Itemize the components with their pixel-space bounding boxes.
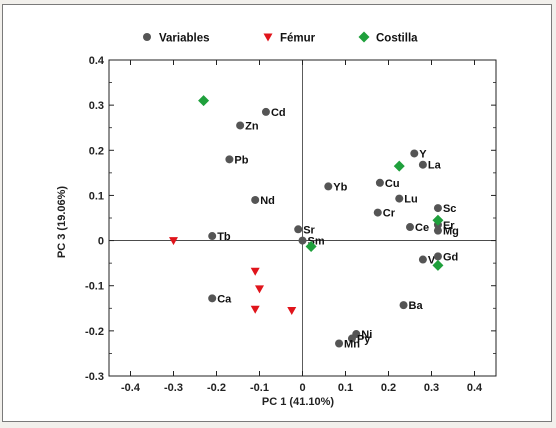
x-axis-title: PC 1 (41.10%) xyxy=(262,396,334,408)
x-tick-label: -0.4 xyxy=(121,382,141,394)
point-label-sc: Sc xyxy=(443,203,456,215)
point-label-cd: Cd xyxy=(271,107,286,119)
femur-point xyxy=(255,285,264,294)
legend-marker-femur xyxy=(263,33,273,42)
variables-point xyxy=(208,294,217,303)
femur-point xyxy=(250,267,260,276)
variables-point xyxy=(410,149,419,158)
costilla-point xyxy=(305,240,317,252)
variables-point xyxy=(261,107,270,116)
x-tick-label: 0.4 xyxy=(467,382,483,394)
costilla-point xyxy=(432,214,444,226)
variables-point xyxy=(294,225,303,234)
variables-point xyxy=(324,182,333,191)
point-label-nd: Nd xyxy=(260,195,275,207)
point-label-mn: Mn xyxy=(344,338,360,350)
x-tick-label: 0.2 xyxy=(381,382,396,394)
costilla-point xyxy=(432,259,444,271)
variables-point xyxy=(373,208,382,217)
y-axis-title: PC 3 (19.06%) xyxy=(56,186,68,258)
variables-point xyxy=(399,301,408,310)
variables-point xyxy=(208,232,217,241)
costilla-point xyxy=(393,160,405,172)
point-label-py: Py xyxy=(357,334,371,346)
x-tick-label: -0.2 xyxy=(207,382,226,394)
variables-point xyxy=(433,204,442,213)
x-tick-label: 0.3 xyxy=(424,382,439,394)
point-label-v: V xyxy=(428,255,436,267)
legend-marker-variables xyxy=(143,33,151,41)
y-tick-label: -0.2 xyxy=(85,326,104,338)
femur-point xyxy=(250,305,260,314)
point-label-lu: Lu xyxy=(404,194,417,206)
pca-scatter-chart: Variables Fémur Costilla -0.4 -0.3 -0.2 -0.1 0… xyxy=(56,31,497,408)
variables-point xyxy=(335,339,344,348)
point-label-cr: Cr xyxy=(383,208,396,220)
femur-point xyxy=(287,307,297,316)
point-label-la: La xyxy=(428,160,442,172)
legend: Variables Fémur Costilla xyxy=(143,31,418,45)
point-label-ce: Ce xyxy=(415,222,429,234)
point-label-pb: Pb xyxy=(234,154,248,166)
point-label-ba: Ba xyxy=(409,300,424,312)
x-tick-label: 0.1 xyxy=(338,382,353,394)
y-tick-label: 0.3 xyxy=(89,100,104,112)
variables-point xyxy=(418,255,427,264)
variables-point xyxy=(433,252,442,261)
variables-point xyxy=(395,194,404,203)
x-tick-label: -0.3 xyxy=(164,382,183,394)
variables-point xyxy=(375,178,384,187)
variables-point xyxy=(251,195,260,204)
point-label-yb: Yb xyxy=(333,181,347,193)
x-tick-label: 0 xyxy=(299,382,305,394)
point-label-zn: Zn xyxy=(245,120,259,132)
variables-point xyxy=(433,226,442,235)
point-label-ca: Ca xyxy=(217,293,232,305)
plot-area: -0.4 -0.3 -0.2 -0.1 0 0.1 0.2 0.3 0.4 0.4 0.3 0.2 0.… xyxy=(85,55,497,394)
variables-point xyxy=(225,155,234,164)
y-tick-label: -0.3 xyxy=(85,371,104,383)
point-label-cu: Cu xyxy=(385,178,400,190)
chart-frame: Variables Fémur Costilla -0.4 -0.3 -0.2 -0.1 0… xyxy=(2,4,552,422)
legend-label-costilla: Costilla xyxy=(376,33,418,45)
y-tick-label: -0.1 xyxy=(85,281,104,293)
costilla-point xyxy=(198,95,210,107)
point-label-mg: Mg xyxy=(443,226,459,238)
y-tick-label: 0.2 xyxy=(89,145,104,157)
legend-label-femur: Fémur xyxy=(280,33,316,45)
point-label-tb: Tb xyxy=(217,231,231,243)
y-tick-label: 0.1 xyxy=(89,190,104,202)
variables-point xyxy=(236,121,245,130)
variables-point xyxy=(418,160,427,169)
point-label-ni: Ni xyxy=(361,329,372,341)
y-tick-label: 0 xyxy=(98,236,104,248)
point-label-gd: Gd xyxy=(443,251,458,263)
x-tick-label: -0.1 xyxy=(250,382,269,394)
y-tick-label: 0.4 xyxy=(89,55,105,67)
variables-point xyxy=(347,334,356,343)
legend-marker-costilla xyxy=(358,31,370,43)
point-label-er: Er xyxy=(443,220,455,232)
point-label-sr: Sr xyxy=(303,224,315,236)
femur-point xyxy=(169,237,178,246)
variables-point xyxy=(298,236,307,245)
variables-point xyxy=(406,223,414,232)
legend-label-variables: Variables xyxy=(159,33,210,45)
point-label-y: Y xyxy=(419,148,427,160)
